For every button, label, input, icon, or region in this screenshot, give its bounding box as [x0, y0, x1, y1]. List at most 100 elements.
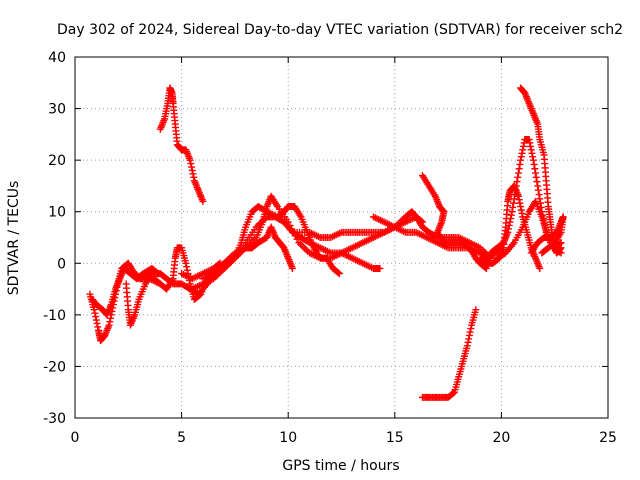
data-point: [505, 225, 513, 233]
data-point: [518, 149, 526, 157]
data-point: [94, 323, 102, 331]
data-point: [509, 199, 517, 207]
data-point: [542, 227, 550, 235]
x-tick-label: 15: [386, 430, 404, 446]
data-point: [541, 223, 549, 231]
series-track-r: [527, 213, 567, 257]
ticks: [74, 56, 609, 419]
data-point: [183, 266, 191, 274]
x-tick-label: 20: [492, 430, 510, 446]
y-tick-label: 10: [48, 205, 66, 221]
data-point: [464, 338, 472, 346]
data-point: [536, 195, 544, 203]
y-tick-label: 0: [57, 256, 66, 272]
data-point: [516, 160, 524, 168]
data-point: [105, 321, 113, 329]
data-point: [517, 156, 525, 164]
data-point: [93, 319, 101, 327]
data-marks: [86, 84, 567, 401]
data-point: [92, 313, 100, 321]
series-track-m: [419, 306, 480, 401]
data-point: [513, 178, 521, 186]
data-point: [334, 269, 342, 277]
data-point: [508, 208, 516, 216]
data-point: [540, 220, 548, 228]
data-point: [472, 306, 480, 314]
data-point: [529, 156, 537, 164]
tick-labels: 0 5 10 15 20 25 -30 -20 -10 0 10 20 30 40: [43, 50, 617, 446]
data-point: [504, 228, 512, 236]
data-point: [188, 163, 196, 171]
y-tick-label: -10: [43, 308, 66, 324]
series-track-l: [419, 172, 490, 272]
data-point: [188, 166, 196, 174]
data-point: [466, 328, 474, 336]
data-point: [556, 245, 564, 253]
data-point: [528, 149, 536, 157]
data-point: [506, 218, 514, 226]
data-point: [187, 160, 195, 168]
data-point: [515, 196, 523, 204]
data-point: [90, 306, 98, 314]
data-point: [92, 316, 100, 324]
x-tick-label: 25: [599, 430, 617, 446]
data-point: [465, 331, 473, 339]
y-axis-label: SDTVAR / TECUs: [6, 181, 22, 296]
data-point: [507, 211, 515, 219]
series-track-i: [220, 213, 427, 272]
y-tick-label: 40: [48, 50, 66, 66]
data-point: [467, 325, 475, 333]
data-point: [465, 335, 473, 343]
data-point: [190, 173, 198, 181]
data-point: [534, 186, 542, 194]
x-tick-label: 5: [177, 430, 186, 446]
series-track-g: [188, 203, 343, 293]
data-point: [532, 173, 540, 181]
data-point: [532, 169, 540, 177]
data-point: [183, 263, 191, 271]
data-point: [107, 314, 115, 322]
data-point: [531, 165, 539, 173]
data-point: [509, 203, 517, 211]
data-point: [199, 197, 207, 205]
data-point: [514, 173, 522, 181]
data-point: [539, 248, 547, 256]
data-point: [529, 153, 537, 161]
data-point: [525, 136, 533, 144]
data-point: [335, 270, 343, 278]
data-point: [182, 259, 190, 267]
x-tick-label: 10: [279, 430, 297, 446]
data-point: [526, 139, 534, 147]
data-point: [527, 146, 535, 154]
data-point: [507, 215, 515, 223]
plot-frame: [74, 56, 609, 419]
y-tick-label: 30: [48, 102, 66, 118]
grid: [75, 57, 608, 418]
data-point: [519, 146, 527, 154]
data-point: [518, 209, 526, 217]
series-track-f: [178, 192, 384, 283]
data-point: [512, 182, 520, 190]
x-axis-label: GPS time / hours: [282, 458, 399, 474]
data-point: [514, 169, 522, 177]
data-point: [505, 221, 513, 229]
data-point: [463, 342, 471, 350]
data-point: [510, 195, 518, 203]
data-point: [538, 213, 546, 221]
data-point: [519, 142, 527, 150]
data-point: [535, 191, 543, 199]
series-track-h: [199, 223, 296, 283]
data-point: [512, 186, 520, 194]
data-point: [186, 156, 194, 164]
y-tick-label: -20: [43, 359, 66, 375]
data-point: [517, 153, 525, 161]
data-point: [515, 165, 523, 173]
data-point: [557, 244, 565, 252]
series-track-j: [291, 208, 495, 262]
data-point: [534, 182, 542, 190]
data-point: [530, 160, 538, 168]
chart-title: Day 302 of 2024, Sidereal Day-to-day VTE…: [57, 22, 623, 38]
series-track-e: [156, 84, 207, 205]
y-tick-label: 20: [48, 153, 66, 169]
